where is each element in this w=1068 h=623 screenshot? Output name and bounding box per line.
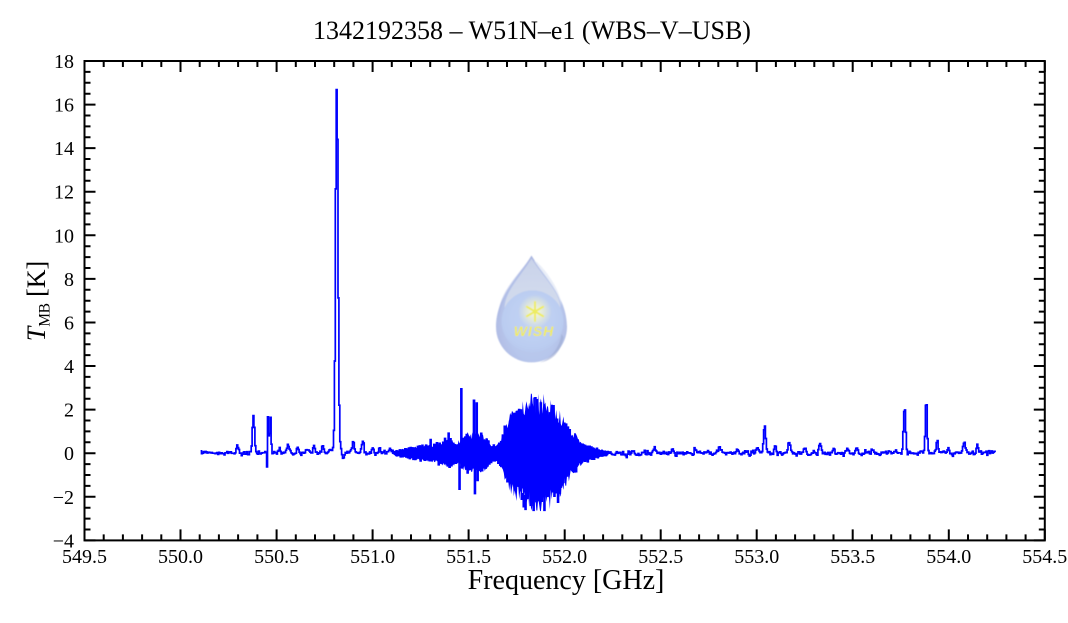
svg-text:14: 14 — [54, 138, 74, 160]
svg-text:552.0: 552.0 — [542, 546, 587, 568]
svg-text:18: 18 — [54, 51, 74, 73]
svg-text:4: 4 — [64, 356, 74, 378]
svg-text:2: 2 — [64, 400, 74, 422]
svg-text:551.5: 551.5 — [446, 546, 491, 568]
svg-text:550.0: 550.0 — [158, 546, 203, 568]
svg-text:Frequency [GHz]: Frequency [GHz] — [468, 565, 665, 596]
svg-text:554.5: 554.5 — [1022, 546, 1067, 568]
svg-text:554.0: 554.0 — [926, 546, 971, 568]
svg-text:10: 10 — [54, 225, 74, 247]
svg-text:549.5: 549.5 — [62, 546, 107, 568]
svg-text:553.5: 553.5 — [830, 546, 875, 568]
svg-text:16: 16 — [54, 95, 74, 117]
svg-text:−4: −4 — [53, 530, 74, 552]
svg-text:8: 8 — [64, 269, 74, 291]
svg-text:1342192358 – W51N–e1 (WBS–V–US: 1342192358 – W51N–e1 (WBS–V–USB) — [313, 16, 751, 45]
svg-text:12: 12 — [54, 182, 74, 204]
svg-text:550.5: 550.5 — [254, 546, 299, 568]
svg-text:551.0: 551.0 — [350, 546, 395, 568]
svg-text:TMB [K]: TMB [K] — [22, 261, 54, 341]
svg-text:0: 0 — [64, 443, 74, 465]
svg-text:553.0: 553.0 — [734, 546, 779, 568]
svg-text:552.5: 552.5 — [638, 546, 683, 568]
svg-text:−2: −2 — [53, 487, 74, 509]
svg-text:WISH: WISH — [514, 323, 555, 339]
svg-text:6: 6 — [64, 313, 74, 335]
